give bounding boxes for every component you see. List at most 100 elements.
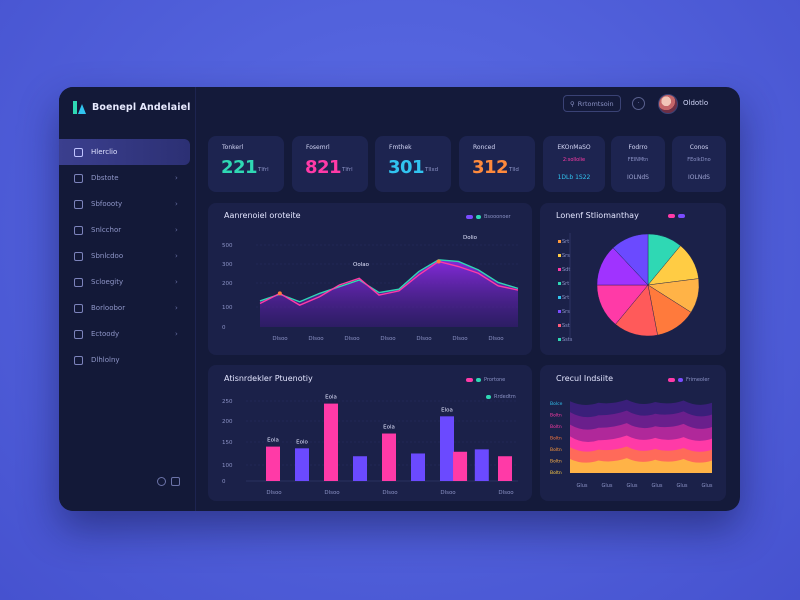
series-line <box>259 259 519 303</box>
legend-label: Frimeoler <box>686 377 710 383</box>
search-label: Rrtomtsoin <box>577 99 614 108</box>
mini-stat-card[interactable]: Conos FEolkDno IOLNdS <box>672 136 726 192</box>
pie-slice <box>612 233 649 286</box>
legend-label: Srt <box>562 281 569 287</box>
sidebar-item-6[interactable]: Scloegity › <box>59 269 195 295</box>
bar <box>474 449 489 481</box>
theme-toggle-icon[interactable] <box>157 477 166 486</box>
mini-stat-card[interactable]: EKOnMaSO 2:sollolie 1DLb 1S22 <box>543 136 605 192</box>
x-tick-label: Dlsoo <box>416 336 432 342</box>
chart-icon <box>74 173 83 183</box>
chevron-right-icon: › <box>175 226 178 234</box>
legend-label: Prortone <box>484 377 506 383</box>
sidebar-item-5[interactable]: Sbnlcdoo › <box>59 243 195 269</box>
sidebar-item-2[interactable]: Dbstote › <box>59 165 195 191</box>
x-tick-label: Dlsoo <box>308 336 324 342</box>
bar <box>353 456 367 481</box>
notification-icon[interactable]: · <box>632 97 645 110</box>
pie-chart: Srt Srs Sdt Srt Srt Srs Sst Ssts <box>558 233 700 343</box>
y-tick-label: 300 <box>222 262 233 268</box>
user-name[interactable]: Oldotlo <box>683 99 709 107</box>
settings-icon <box>74 303 83 313</box>
mini-value: IOLNdS <box>627 174 649 181</box>
collapse-icon[interactable] <box>171 477 180 486</box>
chart-legend <box>668 214 685 218</box>
legend-swatch <box>466 378 473 382</box>
legend-label: Ssts <box>562 337 573 343</box>
stat-card[interactable]: Tonkerl 221 Tlfrl <box>208 136 284 192</box>
y-tick-label: 0 <box>222 479 226 485</box>
stat-card[interactable]: Ronced 312 Tlld <box>459 136 535 192</box>
calendar-icon <box>74 251 83 261</box>
message-icon <box>74 277 83 287</box>
area-chart-panel: Crecul Indsiite Frimeoler Bolce Boltn Bolt… <box>540 365 726 501</box>
stat-unit: Tllxd <box>425 167 439 173</box>
chart-legend: Prortone <box>466 377 505 383</box>
sidebar-item-label: Scloegity <box>91 278 124 286</box>
mini-subtitle: FElNMtn <box>627 157 649 163</box>
chevron-right-icon: › <box>175 278 178 286</box>
sidebar: Boenepl Andelaiel Hlerclio Dbstote › Sbfooo… <box>59 87 196 511</box>
sidebar-item-7[interactable]: Borloobor › <box>59 295 195 321</box>
file-icon <box>74 329 83 339</box>
stat-unit: Tlfrl <box>258 167 269 173</box>
mini-subtitle: 2:sollolie <box>562 157 586 163</box>
legend-swatch <box>558 338 561 341</box>
legend-swatch <box>486 395 491 399</box>
stat-value: 312 <box>472 157 509 178</box>
x-tick-label: Dlsoo <box>488 336 504 342</box>
brand[interactable]: Boenepl Andelaiel <box>73 97 190 117</box>
y-tick-label: Boltn <box>550 436 562 442</box>
stat-value: 221 <box>221 157 258 178</box>
chevron-right-icon: › <box>175 304 178 312</box>
legend-swatch <box>476 378 481 382</box>
panel-title: Aanrenoiel oroteite <box>224 211 301 220</box>
stat-label: Fosemrl <box>306 144 330 151</box>
stat-label: Tonkerl <box>222 144 244 151</box>
area-layer <box>570 458 712 473</box>
bar-chart: 250 200 150 100 0 Eola Eolo Eola Eola Eloa Dlsoo Dl… <box>222 395 518 496</box>
chevron-right-icon: › <box>175 174 178 182</box>
stat-unit: Tlld <box>509 167 519 173</box>
chart-legend: Bsooonoer <box>466 214 511 220</box>
folder-icon <box>74 199 83 209</box>
sidebar-item-1[interactable]: Hlerclio <box>59 139 190 165</box>
stat-card[interactable]: Fmthek 301 Tllxd <box>375 136 451 192</box>
y-tick-label: 100 <box>222 305 233 311</box>
stat-value: 301 <box>388 157 425 178</box>
stat-label: Fmthek <box>389 144 412 151</box>
line-chart-panel: Aanrenoiel oroteite Bsooonoer 500 300 200 1… <box>208 203 532 355</box>
stat-card[interactable]: Fosemrl 821 Tlfrl <box>292 136 368 192</box>
x-tick-label: Dlsoo <box>380 336 396 342</box>
data-point <box>436 259 441 264</box>
y-tick-label: 100 <box>222 463 233 469</box>
mini-stat-card[interactable]: Fodrro FElNMtn IOLNdS <box>611 136 665 192</box>
search-button[interactable]: ⚲ Rrtomtsoin <box>563 95 621 112</box>
legend-label: Srt <box>562 295 569 301</box>
bar <box>440 416 454 481</box>
x-tick-label: Dlsoo <box>272 336 288 342</box>
panel-title: Crecul Indsiite <box>556 374 614 383</box>
sidebar-item-9[interactable]: Dlhlolny <box>59 347 195 373</box>
bar <box>324 403 338 481</box>
area-chart: Bolce Boltn Boltn Boltn Boltn Boltn Boltn Glus G… <box>550 399 713 489</box>
bar <box>382 433 396 481</box>
mini-value: IOLNdS <box>688 174 710 181</box>
line-chart: 500 300 200 100 0 Oolao Dolio Dlsoo Dlsoo Dlsoo Dl… <box>222 235 519 342</box>
avatar[interactable] <box>658 94 678 114</box>
sidebar-item-label: Sbnlcdoo <box>91 252 124 260</box>
sidebar-item-3[interactable]: Sbfoooty › <box>59 191 195 217</box>
y-tick-label: Boltn <box>550 470 562 476</box>
layers-icon <box>74 355 83 365</box>
x-tick-label: Glus <box>601 483 612 489</box>
legend-swatch <box>558 282 561 285</box>
sidebar-item-4[interactable]: Snlcchor › <box>59 217 195 243</box>
legend-label: Bsooonoer <box>484 214 511 220</box>
mini-value: 1DLb 1S22 <box>557 174 591 181</box>
sidebar-item-8[interactable]: Ectoody › <box>59 321 195 347</box>
x-tick-label: Glus <box>626 483 637 489</box>
legend-swatch <box>668 378 675 382</box>
app-window: Boenepl Andelaiel Hlerclio Dbstote › Sbfooo… <box>59 87 740 511</box>
x-tick-label: Dlsoo <box>382 490 398 496</box>
bar-chart-panel: Atisnrdekler Ptuenotiy Prortone Rrdedtm … <box>208 365 532 501</box>
